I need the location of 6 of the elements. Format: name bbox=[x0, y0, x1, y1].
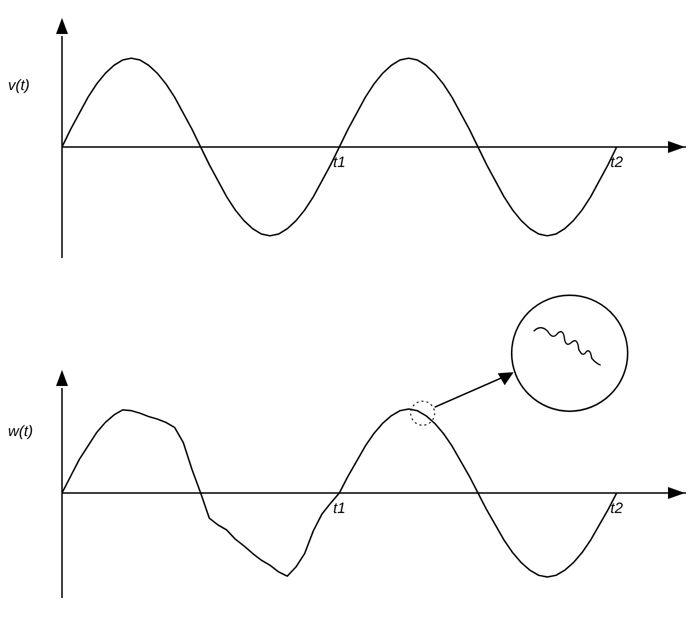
y-axis-title: v(t) bbox=[8, 77, 30, 94]
x-tick-label: t1 bbox=[333, 154, 346, 171]
x-tick-label: t2 bbox=[610, 500, 624, 517]
x-tick-label: t2 bbox=[610, 154, 624, 171]
y-axis-title: w(t) bbox=[8, 423, 33, 440]
x-tick-label: t1 bbox=[333, 500, 346, 517]
